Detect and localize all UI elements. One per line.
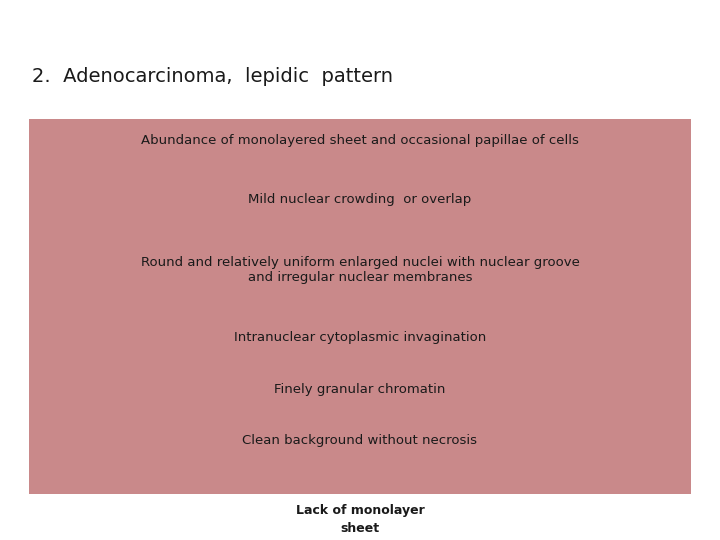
Text: Finely granular chromatin: Finely granular chromatin — [274, 383, 446, 396]
Text: Round and relatively uniform enlarged nuclei with nuclear groove
and irregular n: Round and relatively uniform enlarged nu… — [140, 256, 580, 284]
Text: Intranuclear cytoplasmic invagination: Intranuclear cytoplasmic invagination — [234, 331, 486, 344]
Text: Mild nuclear crowding  or overlap: Mild nuclear crowding or overlap — [248, 193, 472, 206]
Text: Abundance of monolayered sheet and occasional papillae of cells: Abundance of monolayered sheet and occas… — [141, 134, 579, 147]
Text: 2.  Adenocarcinoma,  lepidic  pattern: 2. Adenocarcinoma, lepidic pattern — [32, 68, 393, 86]
FancyBboxPatch shape — [29, 119, 691, 494]
Text: Lack of monolayer: Lack of monolayer — [296, 504, 424, 517]
Text: sheet: sheet — [341, 522, 379, 535]
Text: Clean background without necrosis: Clean background without necrosis — [243, 434, 477, 447]
